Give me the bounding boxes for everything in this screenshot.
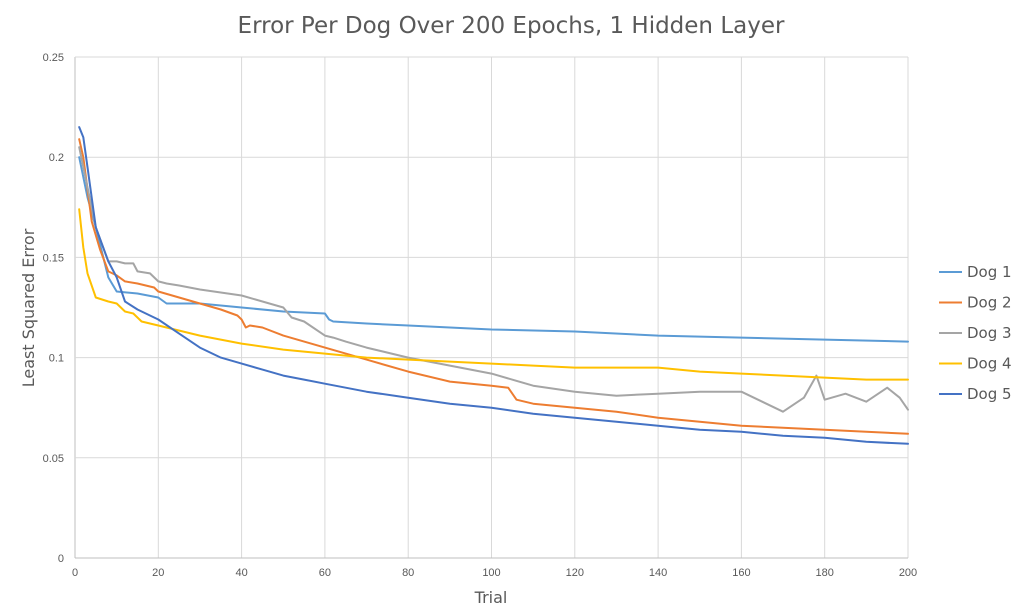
y-axis-label: Least Squared Error [19,228,38,387]
legend-label-dog-2: Dog 2 [967,294,1012,312]
x-tick-label: 180 [816,567,834,579]
x-tick-label: 120 [566,567,584,579]
x-tick-label: 160 [732,567,750,579]
tick-labels: 0 20 40 60 80 100 120 140 160 180 200 0 0.05 0.1 0.15 0… [43,52,918,579]
x-tick-label: 60 [319,567,331,579]
y-tick-label: 0.1 [49,353,64,365]
legend-label-dog-4: Dog 4 [967,355,1012,373]
x-tick-label: 0 [72,567,78,579]
x-tick-label: 80 [402,567,414,579]
legend-label-dog-5: Dog 5 [967,385,1012,403]
y-tick-label: 0.2 [49,152,64,164]
series-line-dog-3 [78,146,909,413]
legend-label-dog-3: Dog 3 [967,324,1012,342]
y-tick-label: 0.05 [43,453,64,465]
series-lines [78,126,909,445]
y-tick-label: 0.15 [43,252,64,264]
y-tick-label: 0.25 [43,52,64,64]
y-tick-label: 0 [58,553,64,565]
series-line-dog-5 [78,126,909,445]
series-line-dog-4 [78,208,909,381]
x-tick-label: 100 [482,567,500,579]
x-axis-label: Trial [474,588,508,607]
legend: Dog 1 Dog 2 Dog 3 Dog 4 Dog 5 [939,263,1012,403]
legend-label-dog-1: Dog 1 [967,263,1012,281]
series-line-dog-2 [78,138,909,435]
x-tick-label: 140 [649,567,667,579]
chart-title: Error Per Dog Over 200 Epochs, 1 Hidden … [238,13,785,39]
x-tick-label: 200 [899,567,917,579]
x-tick-label: 40 [235,567,247,579]
grid-lines [74,56,909,559]
series-line-dog-1 [78,156,909,343]
x-tick-label: 20 [152,567,164,579]
